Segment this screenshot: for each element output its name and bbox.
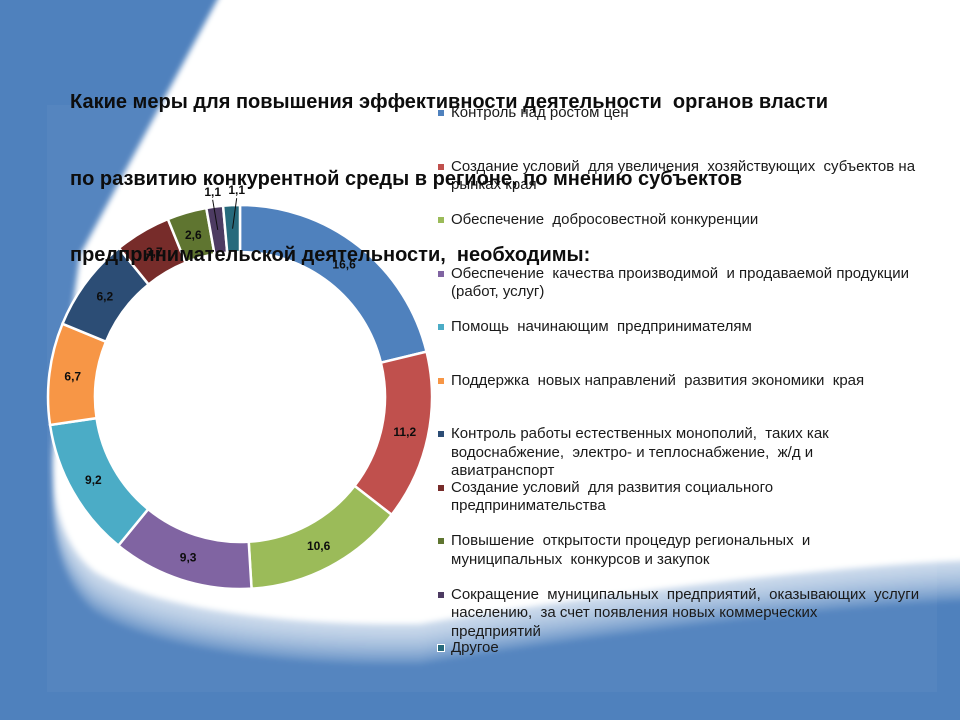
data-label: 9,3 — [180, 550, 197, 564]
data-label: 11,2 — [393, 425, 416, 439]
data-label: 1,1 — [228, 183, 245, 197]
legend-marker-icon — [437, 590, 445, 599]
title-line: Какие меры для повышения эффективности д… — [70, 91, 828, 113]
legend-item: Помощь начинающим предпринимателям — [437, 318, 942, 337]
slide-title: Какие меры для повышения эффективности д… — [70, 39, 828, 320]
legend-item: Создание условий для развития социальног… — [437, 479, 942, 516]
legend-label: Обеспечение добросовестной конкуренции — [451, 211, 759, 228]
legend-label: Помощь начинающим предпринимателям — [451, 318, 752, 335]
leader-line — [232, 198, 238, 229]
data-label: 6,7 — [64, 369, 81, 383]
data-label: 10,6 — [307, 539, 331, 553]
legend-marker-icon — [437, 323, 445, 331]
legend-marker-icon — [437, 483, 445, 492]
legend-item: Другое — [437, 639, 942, 658]
legend-label: Создание условий для увеличения хозяйств… — [451, 157, 916, 175]
legend-item: Поддержка новых направлений развития эко… — [437, 372, 942, 391]
legend-marker-icon — [437, 162, 445, 171]
data-label: 2,6 — [185, 228, 202, 242]
legend-item: Обеспечение добросовестной конкуренции — [437, 211, 942, 230]
legend-label: населению, за счет появления новых комме… — [451, 604, 818, 621]
legend-label: рынках края — [451, 176, 537, 193]
legend-marker-icon — [437, 269, 445, 278]
legend-item: Контроль работы естественных монополий, … — [437, 425, 942, 481]
legend-item: Создание условий для увеличения хозяйств… — [437, 158, 942, 195]
legend-label: Контроль работы естественных монополий, … — [451, 425, 829, 442]
legend-label: (работ, услуг) — [451, 283, 545, 300]
legend-marker-icon — [437, 430, 445, 438]
title-line: предпринимательской деятельности, необхо… — [70, 244, 591, 266]
legend-label: Повышение открытости процедур региональн… — [451, 532, 811, 549]
white-swoosh-shape — [52, 0, 960, 665]
legend-label: Другое — [451, 639, 499, 656]
legend-label: Создание условий для развития социальног… — [451, 478, 774, 496]
data-label: 16,6 — [332, 258, 356, 272]
legend-label: водоснабжение, электро- и теплоснабжение… — [451, 443, 814, 461]
legend-item: Обеспечение качества производимой и прод… — [437, 265, 942, 302]
legend-item: Повышение открытости процедур региональн… — [437, 532, 942, 569]
legend-label: авиатранспорт — [451, 462, 555, 479]
legend-label: предпринимательства — [451, 497, 606, 514]
leader-line — [212, 199, 219, 231]
legend-item: Сокращение муниципальных предприятий, ок… — [437, 586, 942, 642]
donut-segment — [221, 203, 242, 254]
legend-marker-icon — [437, 376, 445, 385]
legend-label: предприятий — [451, 622, 541, 640]
legend-label: Контроль над ростом цен — [451, 104, 629, 121]
legend-label: Обеспечение качества производимой и прод… — [451, 264, 909, 282]
legend-marker-icon — [437, 644, 445, 652]
swoosh-main — [52, 0, 960, 625]
legend-label: Поддержка новых направлений развития эко… — [451, 371, 865, 389]
data-label: 3,7 — [146, 245, 163, 259]
data-label: 1,1 — [204, 185, 221, 199]
data-label: 9,2 — [85, 473, 102, 487]
data-label: 6,2 — [96, 289, 113, 303]
legend-label: Сокращение муниципальных предприятий, ок… — [451, 585, 920, 603]
legend-marker-icon — [437, 216, 445, 224]
legend-marker-icon — [437, 109, 445, 117]
title-line: по развитию конкурентной среды в регионе… — [70, 167, 743, 190]
legend-label: муниципальных конкурсов и закупок — [451, 550, 710, 568]
legend-marker-icon — [437, 537, 445, 545]
legend-item: Контроль над ростом цен — [437, 104, 942, 123]
